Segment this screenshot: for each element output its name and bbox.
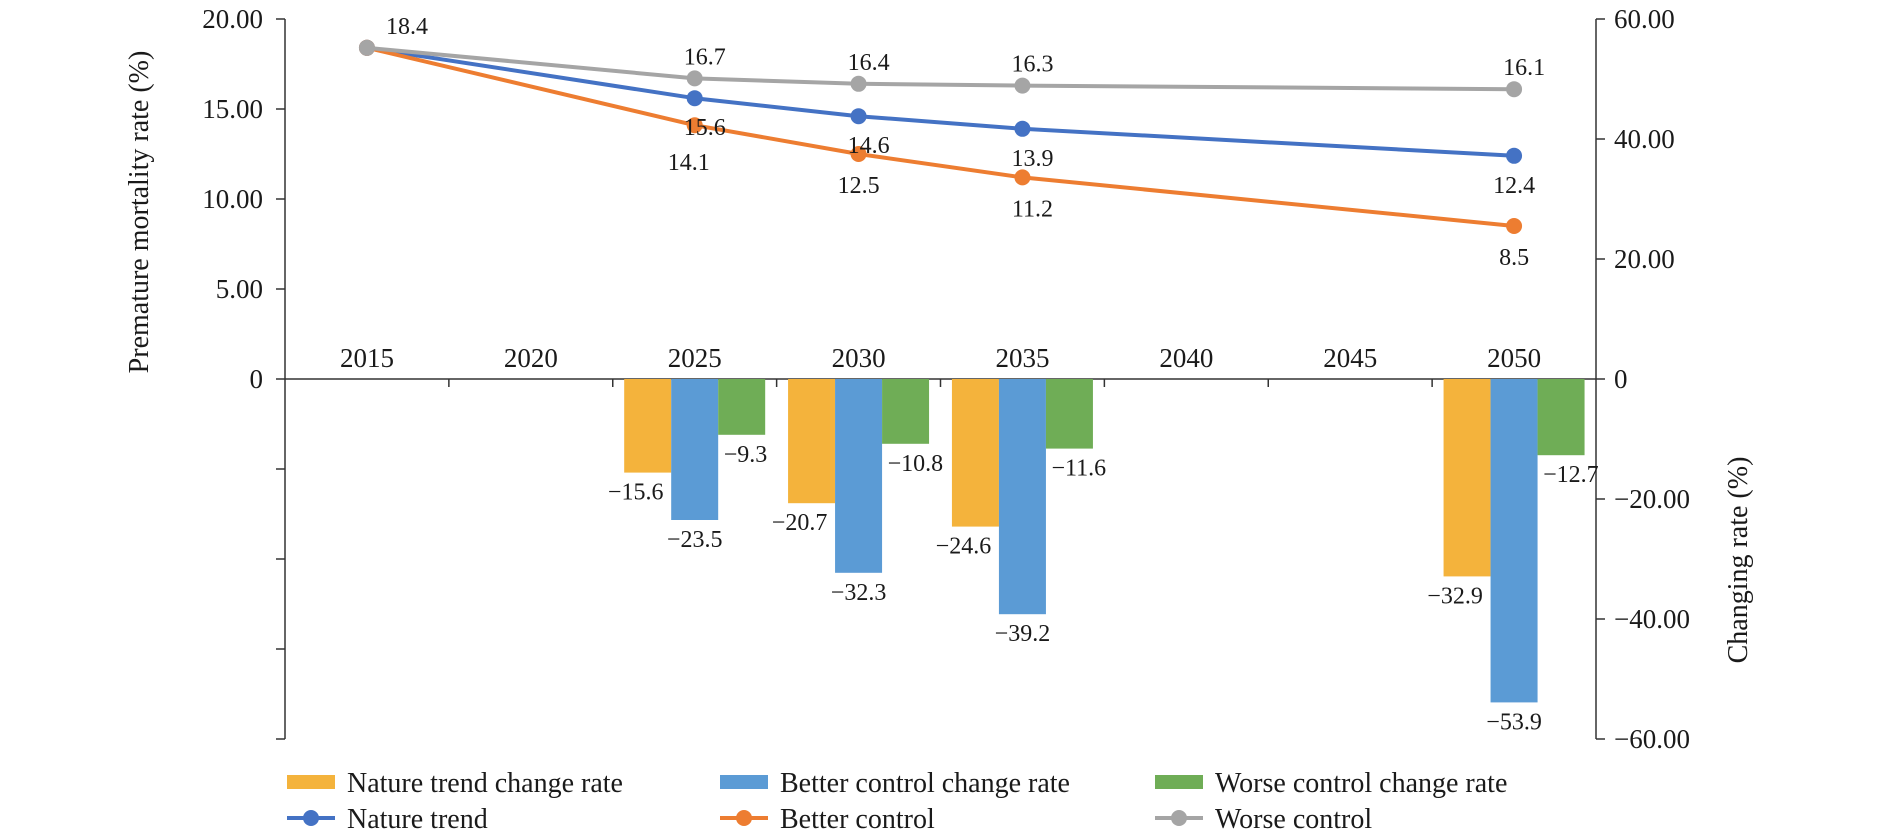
bar-data-label: −39.2 (995, 621, 1051, 647)
line-series (366, 45, 1515, 92)
bar (835, 379, 883, 573)
bar-data-label: −53.9 (1486, 709, 1542, 735)
legend: Nature trend change rate Better control c… (287, 768, 1507, 835)
line-marker (686, 117, 703, 134)
line-data-label: 14.6 (848, 133, 890, 159)
x-tick-label: 2035 (995, 343, 1049, 373)
bar-data-label: −20.7 (772, 510, 828, 536)
line-data-label: 11.2 (1012, 196, 1053, 222)
bar (998, 379, 1046, 615)
y-axis-right-title: Changing rate (%) (1723, 457, 1754, 664)
bar-data-label: −24.6 (936, 534, 992, 560)
y-right-tick-label: −40.00 (1614, 604, 1690, 634)
bar-data-label: −10.8 (888, 451, 944, 477)
legend-swatch-bar (720, 775, 768, 789)
y-right-tick-label: 0 (1614, 364, 1628, 394)
line-data-label: 16.4 (848, 50, 890, 76)
y-right-tick-label: −20.00 (1614, 484, 1690, 514)
bar (788, 379, 836, 504)
bar (951, 379, 999, 527)
x-tick-label: 2050 (1487, 343, 1541, 373)
line-series-group (358, 39, 1523, 234)
x-tick-label: 2045 (1323, 343, 1377, 373)
bar (671, 379, 719, 520)
y-left-tick-label: 15.00 (202, 94, 263, 124)
y-right-tick-label: −60.00 (1614, 724, 1690, 754)
line-data-label: 16.7 (684, 44, 726, 70)
bar-data-label: −23.5 (667, 527, 723, 553)
bar (718, 379, 766, 435)
x-tick-label: 2020 (504, 343, 558, 373)
bar-data-label: −32.3 (831, 580, 887, 606)
y-left-tick-label: 0 (250, 364, 264, 394)
line-data-label: 16.1 (1503, 55, 1545, 81)
x-tick-label: 2025 (668, 343, 722, 373)
bar (1045, 379, 1093, 449)
line-data-label: 14.1 (668, 150, 710, 176)
bar-data-label: −12.7 (1543, 462, 1599, 488)
legend-swatch-marker (736, 810, 752, 826)
y-axis-left-title: Premature mortality rate (%) (124, 51, 155, 374)
line-marker (1506, 218, 1523, 234)
line-data-label: 13.9 (1011, 146, 1053, 172)
line-data-label: 12.4 (1493, 173, 1535, 199)
bar (624, 379, 672, 473)
y-left-tick-label: 10.00 (202, 184, 263, 214)
line-marker (1506, 81, 1523, 98)
bar-data-label: −15.6 (608, 480, 664, 506)
bar (1490, 379, 1538, 703)
line-marker (850, 146, 867, 162)
y-right-tick-label: 20.00 (1614, 244, 1675, 274)
legend-label: Worse control (1215, 804, 1372, 835)
line-data-label: 8.5 (1499, 245, 1529, 271)
line-data-label: 16.3 (1011, 52, 1053, 78)
axes: 0 5.00 10.00 15.00 20.00 −60.00 −40.00 −20.00 0 2… (202, 4, 1690, 754)
line-marker (1014, 120, 1031, 137)
line-data-label: 12.5 (838, 173, 880, 199)
line-marker (1014, 77, 1031, 94)
x-tick-label: 2030 (832, 343, 886, 373)
legend-swatch-bar (1155, 775, 1203, 789)
legend-swatch-marker (303, 810, 319, 826)
line-data-label: 15.6 (684, 115, 726, 141)
y-right-tick-label: 40.00 (1614, 124, 1675, 154)
y-right-tick-label: 60.00 (1614, 4, 1675, 34)
x-tick-label: 2015 (340, 343, 394, 373)
data-labels-group: −15.6 −20.7 −24.6 −32.9 −23.5 −32.3 −39.2 −53.9… (386, 14, 1599, 736)
bar (1537, 379, 1585, 456)
bar-data-label: −9.3 (724, 442, 768, 468)
legend-label: Better control (780, 804, 935, 835)
bar-series-group (624, 379, 1585, 703)
bar (882, 379, 930, 444)
bar-data-label: −11.6 (1051, 456, 1106, 482)
line-marker (1014, 169, 1031, 186)
legend-label: Nature trend (347, 804, 488, 835)
legend-label: Better control change rate (780, 768, 1070, 799)
bar-data-label: −32.9 (1427, 583, 1483, 609)
x-tick-label: 2040 (1159, 343, 1213, 373)
legend-swatch-marker (1171, 810, 1187, 826)
line-marker (850, 108, 867, 125)
line-data-label: 18.4 (386, 14, 428, 40)
y-left-tick-label: 5.00 (216, 274, 263, 304)
y-left-tick-label: 20.00 (202, 4, 263, 34)
legend-label: Worse control change rate (1215, 768, 1507, 799)
line-marker (1506, 147, 1523, 164)
line-marker (686, 90, 703, 107)
legend-label: Nature trend change rate (347, 768, 623, 799)
line-marker (686, 70, 703, 87)
legend-swatch-bar (287, 775, 335, 789)
bar (1443, 379, 1491, 577)
line-marker (850, 75, 867, 92)
line-marker (358, 39, 375, 56)
